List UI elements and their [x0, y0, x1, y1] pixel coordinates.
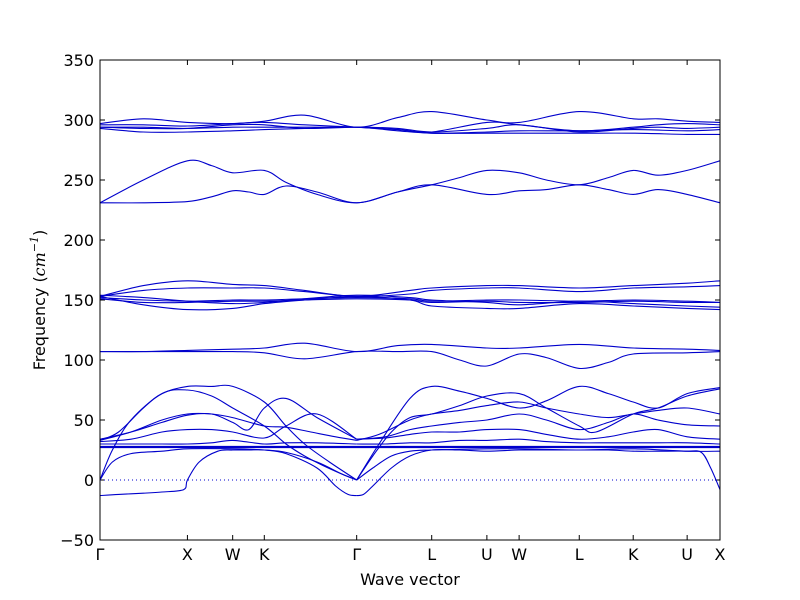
y-tick-label: 50	[74, 411, 94, 430]
x-tick-label: L	[427, 545, 436, 564]
y-tick-label: 0	[84, 471, 94, 490]
band-line-31	[100, 123, 720, 133]
band-line-4	[356, 448, 720, 481]
x-tick-label: U	[481, 545, 493, 564]
band-line-9	[100, 412, 357, 441]
y-tick-label: 150	[63, 291, 94, 310]
y-axis-label-prefix: Frequency (	[30, 276, 49, 370]
band-line-14	[356, 428, 720, 440]
band-line-16	[356, 438, 720, 445]
band-line-29	[100, 111, 720, 128]
y-tick-label: 250	[63, 171, 94, 190]
x-tick-label: Γ	[96, 545, 105, 564]
band-line-13	[100, 413, 357, 443]
band-line-8	[356, 385, 720, 481]
band-line-33	[100, 126, 720, 134]
x-axis-label: Wave vector	[360, 570, 460, 589]
x-tick-label: K	[259, 545, 270, 564]
y-tick-label: 350	[63, 51, 94, 70]
plot-frame	[99, 59, 721, 541]
y-axis-label-unit: cm	[30, 252, 49, 276]
x-tick-label: L	[575, 545, 584, 564]
band-line-3	[100, 448, 357, 481]
band-line-25	[100, 295, 720, 311]
band-line-32	[100, 126, 720, 136]
x-tick-label: X	[182, 545, 193, 564]
y-axis-label: Frequency (cm−1)	[28, 230, 49, 371]
x-tick-label: Γ	[352, 545, 361, 564]
band-line-10	[356, 401, 720, 441]
x-tick-label: K	[628, 545, 639, 564]
band-line-1	[100, 449, 357, 497]
x-tick-label: X	[715, 545, 726, 564]
y-tick-label: −50	[60, 531, 94, 550]
band-line-20	[100, 350, 720, 370]
x-tick-label: U	[681, 545, 693, 564]
band-line-28	[100, 184, 720, 204]
band-line-22	[100, 285, 720, 298]
x-tick-label: W	[225, 545, 241, 564]
band-line-21	[100, 280, 720, 297]
plot-area	[100, 111, 720, 497]
x-tick-label: W	[511, 545, 527, 564]
band-line-12	[356, 413, 720, 440]
band-line-19	[100, 342, 720, 353]
band-line-11	[100, 397, 357, 440]
y-tick-label: 300	[63, 111, 94, 130]
y-axis-label-exponent: −1	[28, 236, 41, 252]
y-tick-label: 100	[63, 351, 94, 370]
band-line-15	[100, 439, 357, 445]
band-line-7	[100, 384, 357, 481]
band-line-6	[356, 388, 720, 481]
band-line-26	[100, 294, 720, 308]
y-axis-label-suffix: )	[30, 230, 49, 236]
y-tick-label: 200	[63, 231, 94, 250]
band-line-23	[100, 297, 720, 303]
